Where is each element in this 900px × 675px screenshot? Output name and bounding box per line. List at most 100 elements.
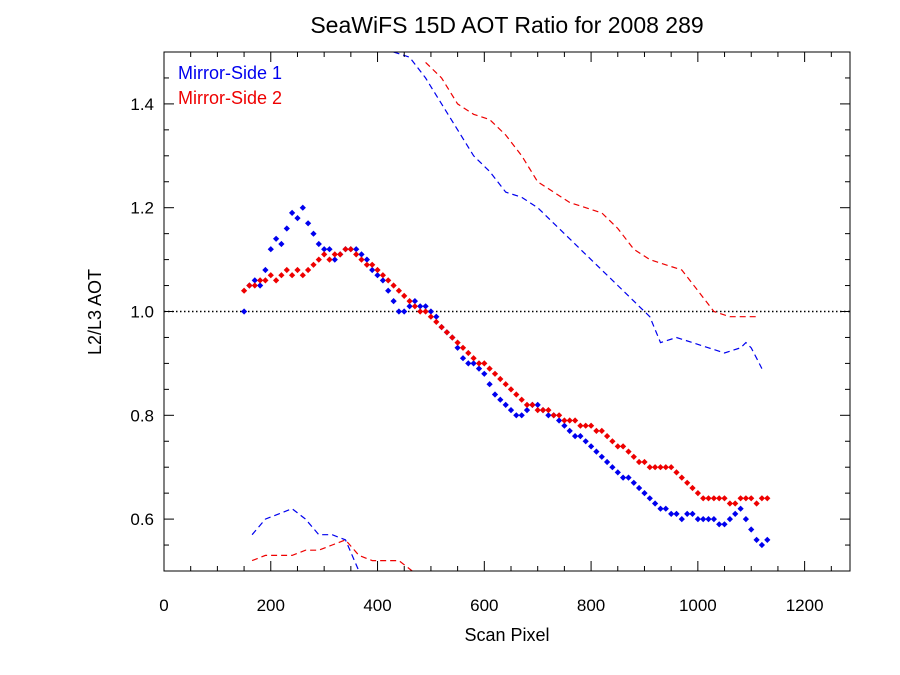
series-1-lower-bound-line [251, 508, 360, 571]
series-1-point [598, 453, 605, 460]
series-2-point [465, 349, 472, 357]
series-1-point [742, 515, 750, 523]
series-1-point [395, 308, 403, 315]
legend: Mirror-Side 1 Mirror-Side 2 [178, 63, 282, 108]
series-2-point [374, 266, 381, 274]
series-1-point [374, 272, 381, 279]
series-1-point [272, 235, 280, 242]
legend-entry-mirror-side-2: Mirror-Side 2 [178, 88, 282, 108]
series-2-point [657, 464, 664, 471]
series-2-point [571, 417, 579, 424]
series-1-point [726, 515, 734, 523]
series-2-point [593, 427, 600, 435]
series-1-point [256, 282, 264, 289]
series-1-point [689, 510, 696, 518]
series-1-point [625, 474, 632, 481]
series-1-point [646, 495, 653, 502]
series-1-point [454, 344, 461, 351]
series-2-point [353, 251, 360, 258]
series-2-point [609, 438, 616, 445]
series-1-point [283, 225, 290, 232]
series-1-point [433, 313, 440, 320]
series-1-point [545, 412, 552, 419]
series-1-point [369, 266, 376, 274]
series-1-point [406, 303, 413, 310]
series-1-point [700, 515, 707, 523]
series-2-point [369, 261, 376, 268]
y-tick-label: 1.4 [130, 95, 154, 114]
series-1-point [582, 438, 589, 445]
series-2-point [523, 401, 531, 409]
series-2-point [486, 365, 493, 372]
series-2-point [700, 495, 707, 502]
series-1-point [507, 406, 515, 414]
series-1-point [310, 230, 317, 237]
series-1-point [566, 427, 573, 435]
chart-title: SeaWiFS 15D AOT Ratio for 2008 289 [310, 12, 703, 38]
plot-frame [163, 51, 851, 572]
series-1-point [427, 308, 435, 315]
series-2-point [481, 360, 488, 367]
series-1-point [288, 209, 296, 217]
series-1-point [240, 308, 248, 315]
series-1-point [459, 355, 467, 362]
series-2-point [406, 297, 413, 305]
series-2-point [732, 500, 739, 507]
x-axis-label: Scan Pixel [464, 625, 549, 645]
series-1-point [481, 370, 488, 377]
series-2-point [385, 277, 392, 284]
series-2-point [641, 458, 648, 466]
series-1-point [657, 505, 664, 512]
series-1-point [753, 536, 760, 544]
series-2-point [347, 246, 354, 253]
series-1-point [732, 510, 739, 518]
series-2-upper-bound-line [425, 61, 757, 318]
series-2-point [454, 339, 461, 346]
x-tick-label: 600 [470, 596, 498, 615]
series-2-point [534, 406, 541, 414]
series-2-point [619, 443, 627, 450]
series-1-point [465, 360, 472, 367]
series-1-point [315, 240, 322, 248]
series-2-point [651, 464, 659, 471]
series-2-point [267, 272, 274, 279]
series-2-point [321, 251, 328, 258]
series-1-point [764, 536, 771, 544]
series-2-point [294, 266, 301, 274]
series-2-point [278, 272, 285, 279]
series-2-point [684, 479, 691, 486]
series-1-point [662, 505, 669, 512]
series-1-point [577, 432, 584, 440]
series-2-point [545, 406, 552, 414]
series-2-point [251, 282, 258, 289]
series-1-point [304, 220, 312, 227]
series-1-point [694, 515, 702, 523]
series-1-point [390, 297, 397, 305]
series-2-point [358, 256, 365, 263]
series-2-lower-bound-line [251, 539, 413, 571]
series-1-point [748, 526, 755, 533]
series-2-point [721, 495, 728, 502]
series-2-point [246, 282, 253, 289]
y-axis-label: L2/L3 AOT [85, 269, 105, 355]
series-2-point [256, 277, 264, 284]
series-2-point [337, 251, 344, 258]
series-2-point [726, 500, 734, 507]
series-2-point [518, 396, 525, 403]
series-2-point [694, 489, 702, 497]
series-2-point [742, 495, 750, 502]
series-2-point [603, 432, 611, 440]
series-2-point [363, 261, 371, 268]
series-1-point [497, 396, 504, 403]
series-1-point [294, 214, 301, 222]
series-2-point [625, 448, 632, 455]
x-tick-label: 1200 [786, 596, 824, 615]
series-2-point [689, 484, 696, 492]
series-2-point [422, 308, 429, 315]
series-1-point [593, 448, 600, 455]
series-2-point [513, 391, 520, 398]
series-2-point [427, 313, 435, 320]
series-1-point [422, 303, 429, 310]
series-2-point [539, 406, 547, 414]
series-2-point [587, 422, 595, 429]
